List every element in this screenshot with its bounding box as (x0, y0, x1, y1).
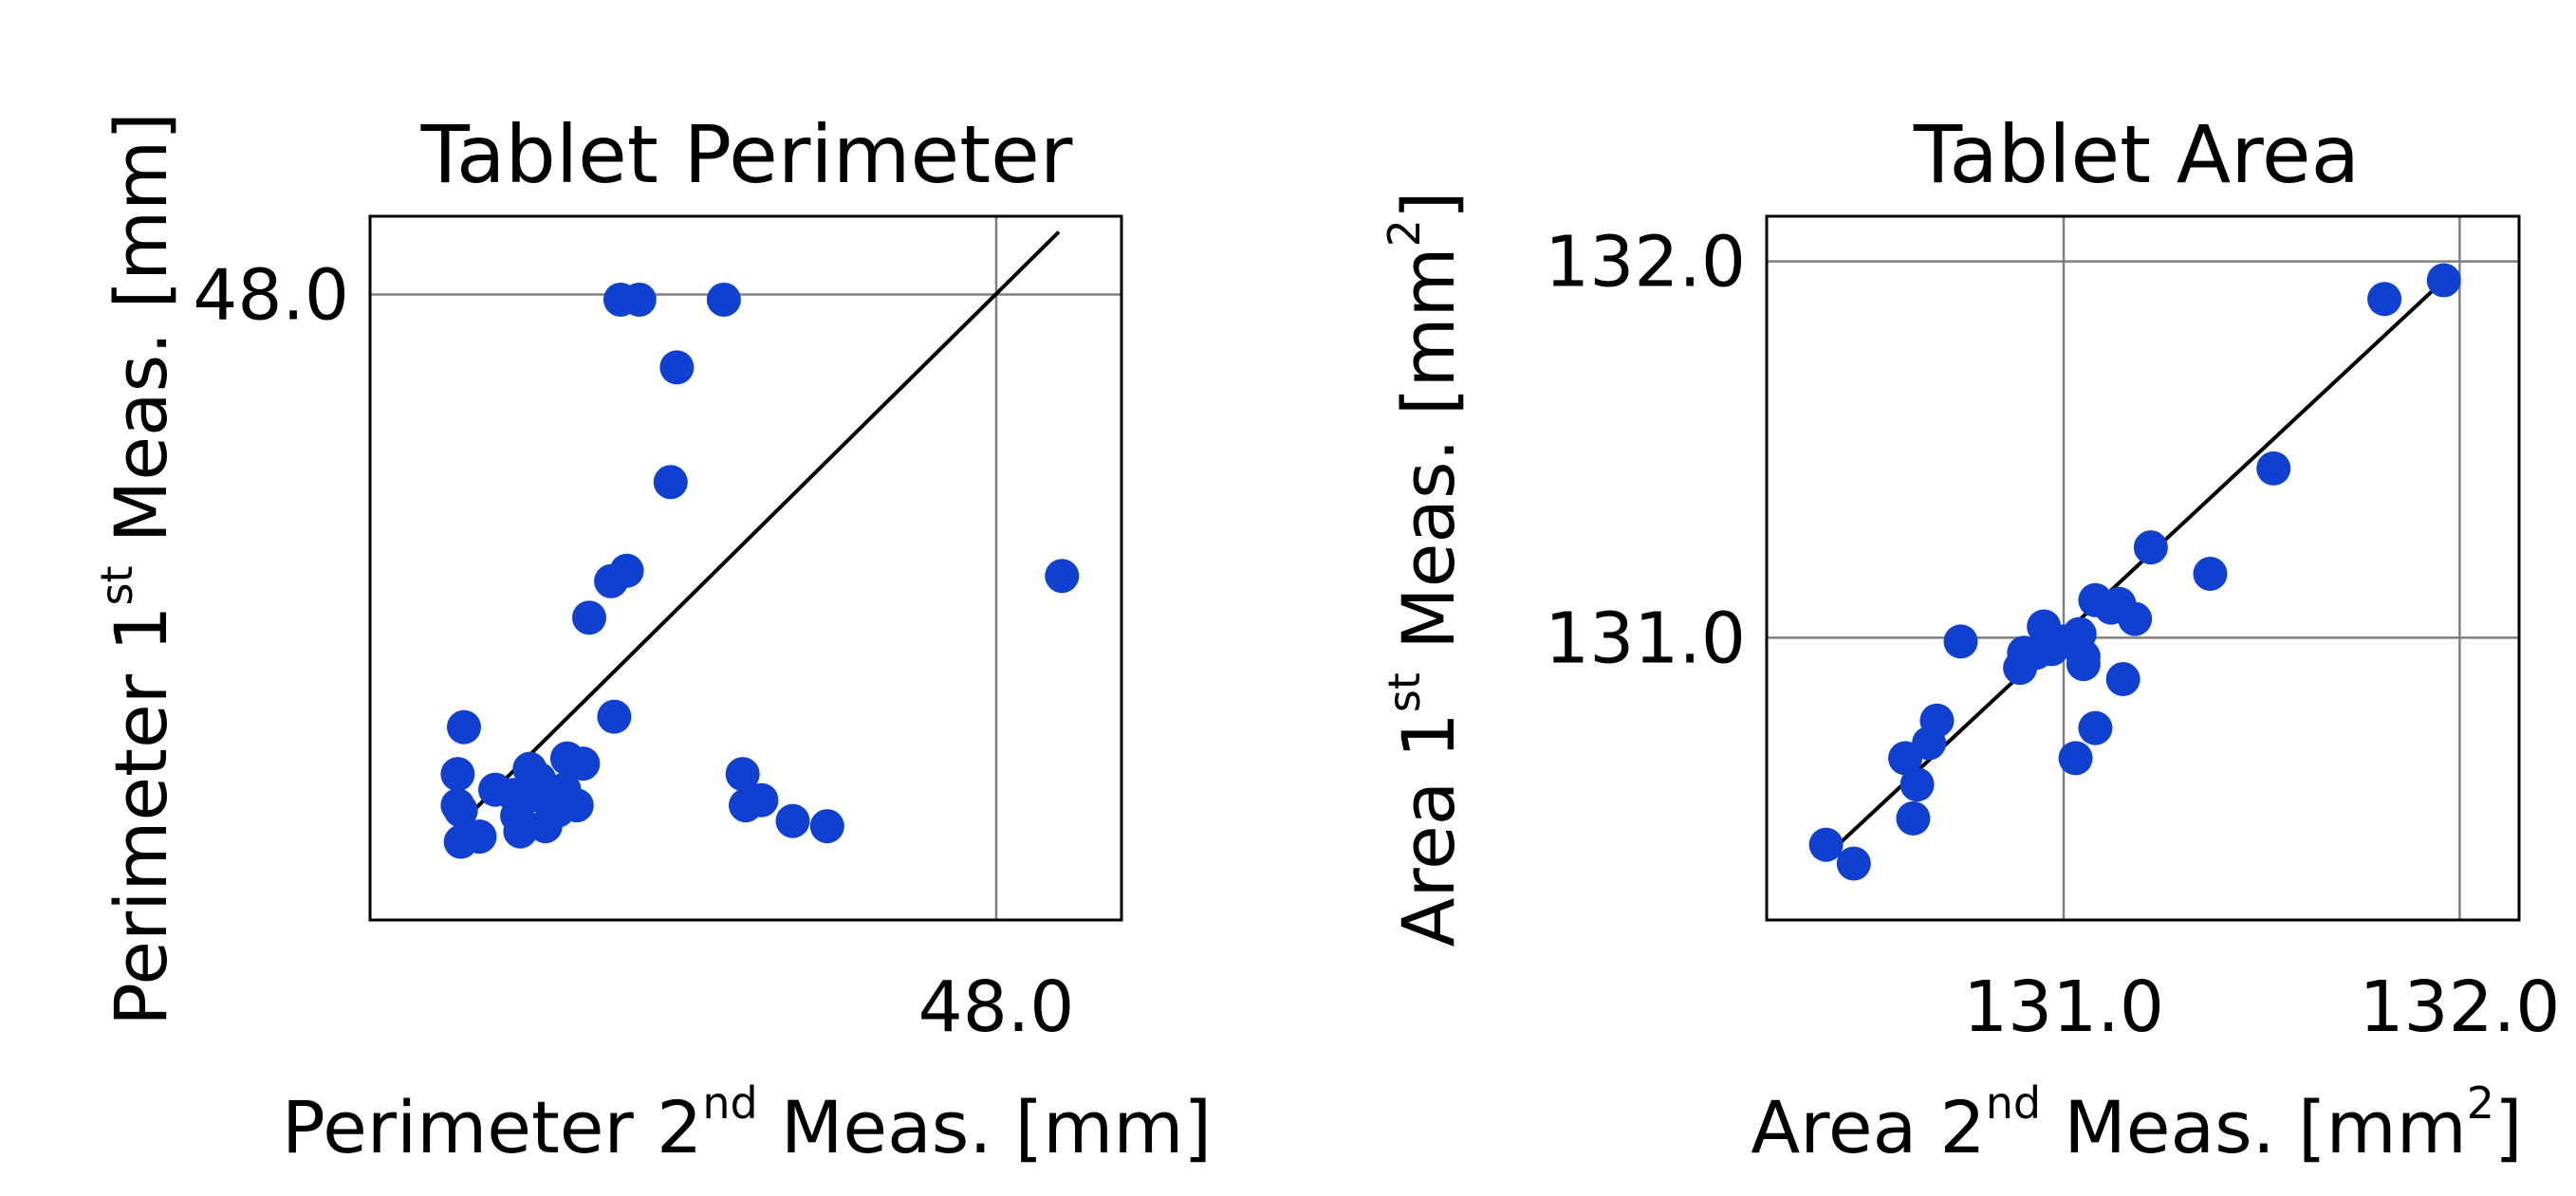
data-point (572, 600, 606, 635)
x-axis-label: Perimeter 2nd Meas. [mm] (282, 1077, 1212, 1169)
panel-area: Tablet Area 131.0 132.0 131.0 132.0 Area 2n… (1379, 108, 2560, 1169)
tick-labels: 48.0 48.0 (193, 254, 1074, 1048)
x-tick-label: 48.0 (918, 966, 1075, 1048)
y-axis-label: Area 1st Meas. [mm2] (1379, 191, 1471, 947)
x-axis-label-unit: Meas. [mm] (758, 1085, 1212, 1169)
data-point (659, 350, 695, 385)
data-point (621, 282, 657, 317)
data-point (725, 757, 760, 792)
tick-labels: 131.0 132.0 131.0 132.0 (1545, 222, 2560, 1048)
data-point (2426, 263, 2461, 298)
plot-area-frame (368, 214, 1123, 922)
data-point (440, 757, 475, 792)
x-tick-label: 132.0 (2359, 966, 2560, 1048)
data-point (1896, 800, 1931, 836)
y-axis-label-unit-close: ] (1386, 191, 1471, 219)
data-point (2105, 662, 2140, 697)
data-point (2118, 601, 2153, 636)
y-tick-label: 131.0 (1545, 598, 1746, 679)
y-tick-label: 132.0 (1545, 222, 1746, 304)
y-axis-label-superscript: st (91, 565, 142, 605)
y-axis-label-unit-superscript: 2 (1379, 219, 1430, 247)
data-point (653, 465, 688, 500)
data-point (609, 553, 644, 588)
data-point (443, 793, 478, 828)
x-axis-label-unit-close: ] (2494, 1085, 2523, 1169)
data-point (1808, 827, 1844, 862)
y-axis-label-text: Perimeter 1 (99, 606, 183, 1026)
y-axis-label-unit: Meas. [mm] (99, 112, 183, 565)
data-point (462, 819, 497, 855)
data-point (1943, 624, 1978, 659)
data-point (2133, 530, 2168, 565)
data-points (1808, 263, 2461, 881)
data-point (775, 803, 810, 838)
y-axis-label-text: Area 1 (1386, 712, 1471, 947)
data-point (2193, 556, 2228, 591)
data-point (2256, 451, 2291, 486)
data-point (2058, 741, 2093, 776)
x-axis-label-unit-superscript: 2 (2467, 1077, 2494, 1129)
data-point (597, 699, 632, 734)
x-axis-label-unit: Meas. [mm (2041, 1085, 2467, 1169)
data-point (2066, 647, 2101, 682)
plot-area-frame (1765, 214, 2521, 922)
panel-perimeter: Tablet Perimeter 48.0 48.0 Perimeter 2nd … (91, 108, 1212, 1169)
x-axis-label-superscript: nd (1986, 1077, 2041, 1129)
y-axis-label: Perimeter 1st Meas. [mm] (91, 112, 183, 1026)
data-point (1045, 559, 1080, 594)
y-axis-label-superscript: st (1379, 672, 1430, 712)
data-points (440, 282, 1080, 859)
data-point (2078, 710, 2113, 745)
y-axis-label-unit: Meas. [mm (1386, 247, 1471, 672)
fit-line (455, 230, 1061, 828)
y-tick-label: 48.0 (193, 254, 349, 336)
x-tick-label: 131.0 (1963, 966, 2164, 1048)
data-point (565, 746, 601, 782)
data-point (1919, 703, 1955, 738)
data-point (541, 793, 575, 828)
grid-lines (1767, 216, 2519, 920)
x-axis-label-text: Perimeter 2 (282, 1085, 702, 1169)
data-point (1900, 767, 1935, 802)
chart-title: Tablet Area (1913, 108, 2360, 201)
data-point (447, 709, 481, 745)
data-point (809, 809, 844, 844)
chart-title: Tablet Perimeter (420, 108, 1073, 201)
x-axis-label-superscript: nd (702, 1077, 757, 1129)
data-point (1836, 846, 1871, 881)
data-point (729, 788, 763, 823)
x-axis-label-text: Area 2 (1751, 1085, 1985, 1169)
x-axis-label: Area 2nd Meas. [mm2] (1751, 1077, 2522, 1169)
data-point (2367, 282, 2402, 317)
data-point (706, 282, 741, 317)
